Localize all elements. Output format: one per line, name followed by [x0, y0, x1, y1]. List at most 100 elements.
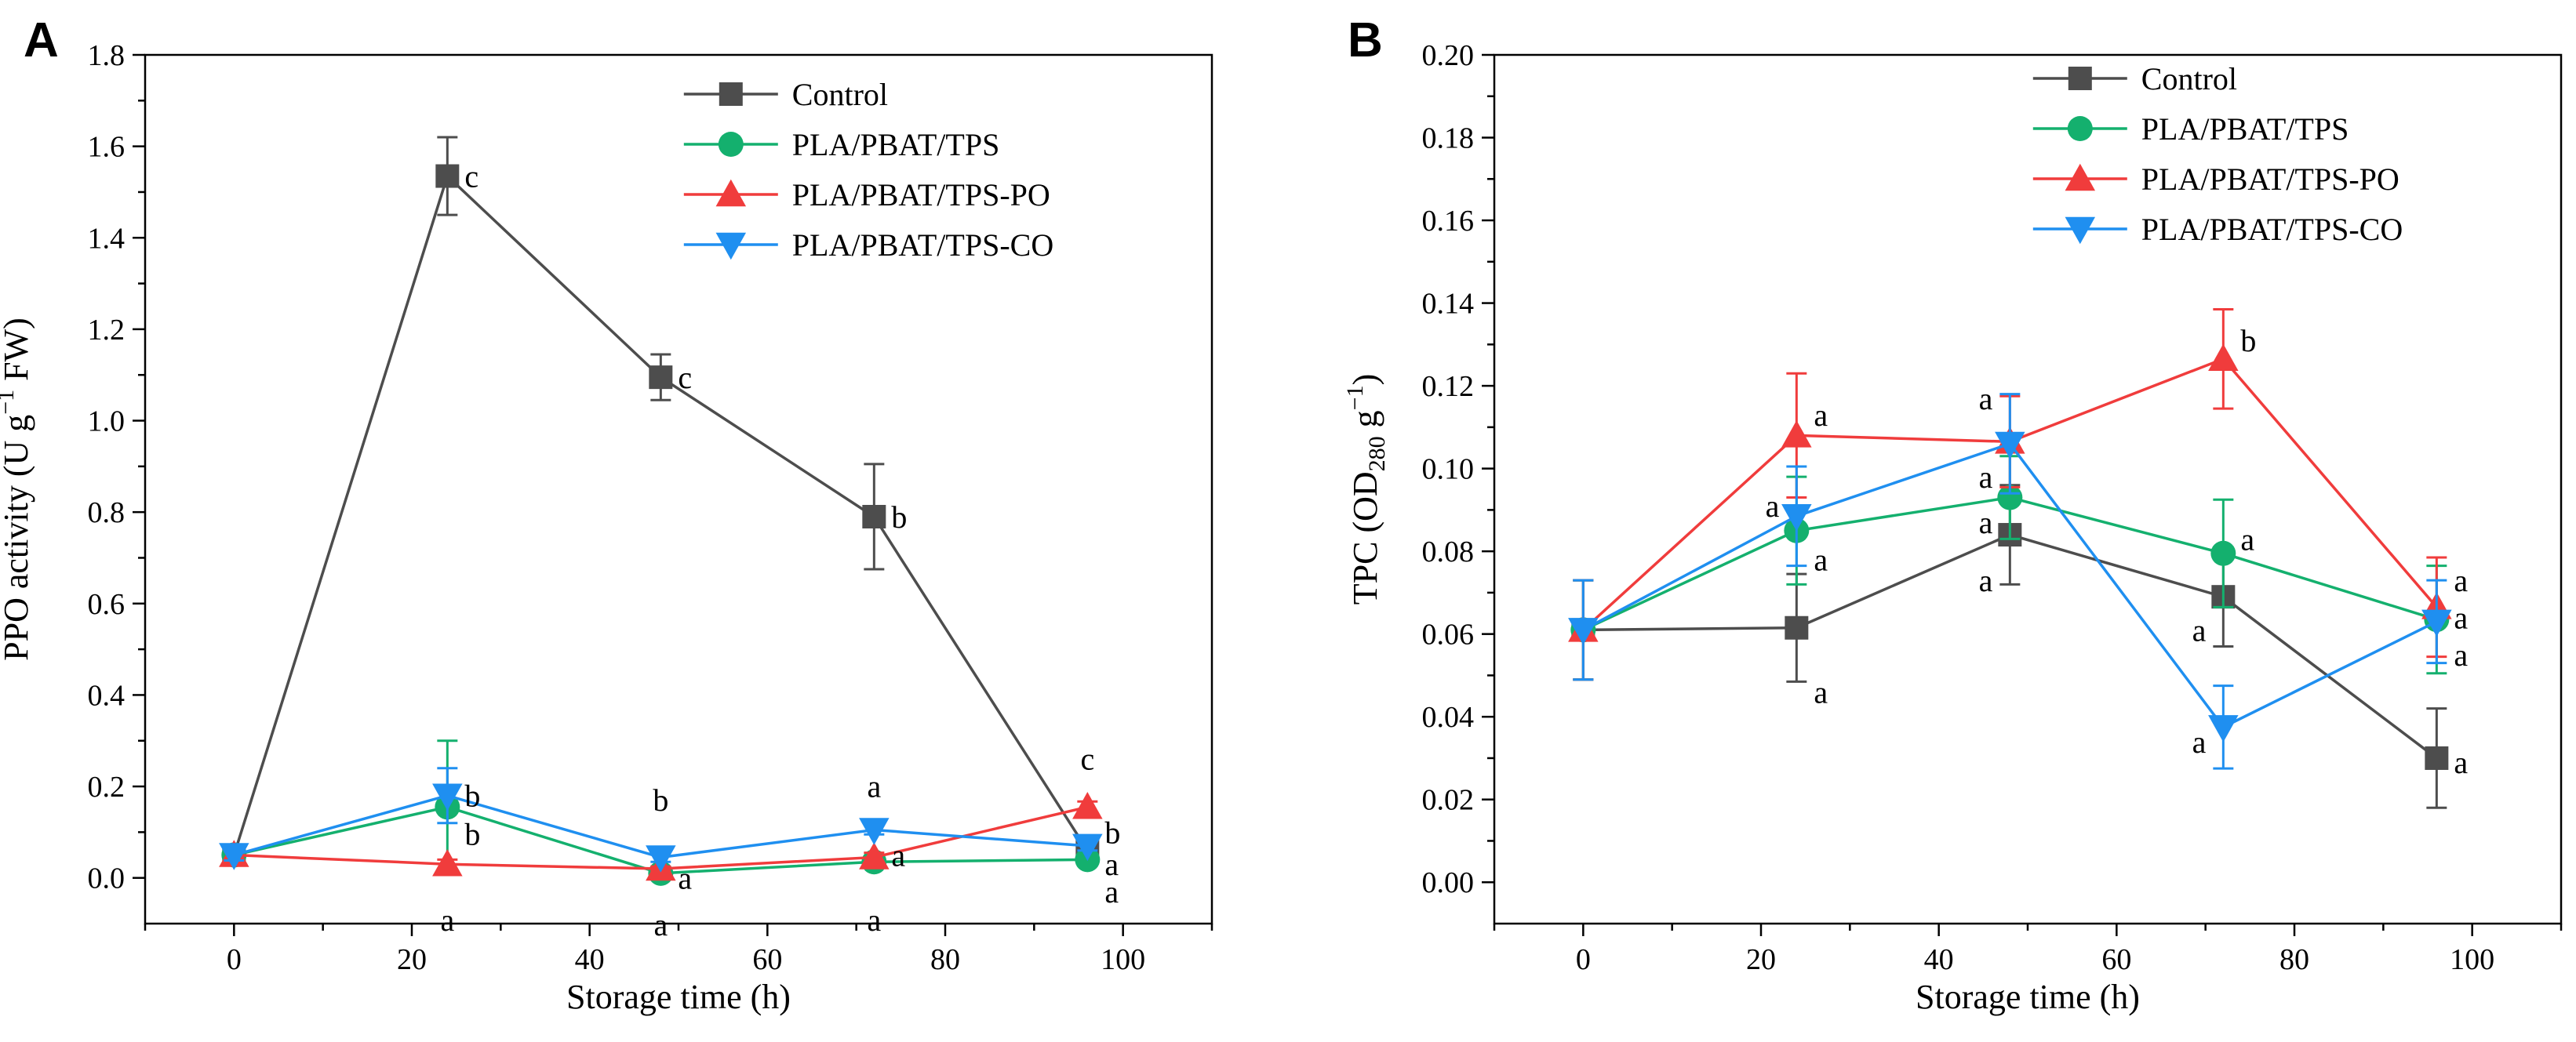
annotation-a-12: c [1080, 741, 1094, 776]
annotation-b-5: a [1979, 459, 1993, 495]
legend-entry-b-1: PLA/PBAT/TPS [2032, 111, 2349, 147]
x-tick-label-b-20: 20 [1746, 943, 1776, 976]
legend-entry-b-2: PLA/PBAT/TPS-PO [2032, 162, 2400, 197]
y-tick-label-b-1: 0.02 [1422, 784, 1475, 817]
annotation-b-4: a [1979, 381, 1993, 416]
annotation-b-11: a [2192, 724, 2207, 760]
x-ticks-a: 0 20 40 60 80 100 [144, 924, 1213, 976]
annotation-b-12: a [2454, 563, 2468, 598]
panel-letter-b: B [1348, 13, 1383, 67]
legend-label-a-0: Control [792, 77, 888, 112]
annotation-a-7: a [678, 861, 692, 896]
y-tick-label-b-9: 0.18 [1422, 122, 1475, 155]
y-tick-label-b-5: 0.10 [1422, 453, 1475, 486]
x-axis-label-a: Storage time (h) [566, 978, 791, 1016]
x-tick-label-a-80: 80 [930, 943, 960, 976]
annotation-a-2: b [891, 499, 907, 535]
y-tick-label-a-1: 0.2 [88, 771, 126, 804]
y-tick-label-a-9: 1.8 [88, 39, 126, 72]
y-tick-label-b-0: 0.00 [1422, 866, 1475, 899]
annotation-b-1: a [1766, 488, 1780, 524]
y-tick-label-b-6: 0.12 [1422, 370, 1475, 403]
y-tick-label-b-2: 0.04 [1422, 701, 1475, 734]
x-tick-label-b-60: 60 [2101, 943, 2131, 976]
annotation-a-6: b [653, 782, 668, 818]
y-tick-label-a-5: 1.0 [88, 405, 126, 438]
data-point-b-3-0 [1568, 618, 1599, 645]
plot-frame-b [1493, 53, 2563, 925]
y-tick-label-b-7: 0.14 [1422, 288, 1475, 321]
annotation-a-15: a [1104, 874, 1119, 909]
annotation-b-15: a [2454, 745, 2468, 780]
legend-a: Control PLA/PBAT/TPS PLA/PBAT/TPS-PO PLA/PB… [683, 77, 1053, 263]
legend-label-b-3: PLA/PBAT/TPS-CO [2141, 212, 2403, 247]
legend-label-b-0: Control [2141, 61, 2237, 96]
y-tick-label-a-6: 1.2 [88, 314, 126, 347]
annotation-b-14: a [2454, 637, 2468, 673]
legend-marker-b-0 [2068, 67, 2092, 90]
annotation-a-9: a [867, 768, 881, 804]
legend-marker-b-1 [2067, 116, 2093, 141]
data-point-a-3-1 [432, 783, 463, 811]
annotation-b-8: b [2240, 323, 2256, 358]
legend-label-b-2: PLA/PBAT/TPS-PO [2141, 162, 2400, 197]
x-axis-label-b: Storage time (h) [1916, 978, 2140, 1016]
data-point-b-3-3 [2208, 715, 2239, 742]
data-point-a-3-4 [1072, 833, 1103, 862]
legend-marker-a-2 [715, 179, 747, 207]
data-point-b-3-4 [2421, 609, 2452, 637]
y-tick-label-a-2: 0.4 [88, 679, 126, 712]
y-axis-label-a: PPO activity (U g−1 FW) [0, 318, 35, 661]
legend-label-a-3: PLA/PBAT/TPS-CO [792, 227, 1053, 263]
legend-entry-a-1: PLA/PBAT/TPS [683, 127, 1000, 162]
series-a-3 [219, 767, 1103, 873]
data-point-a-3-0 [219, 843, 249, 870]
y-tick-label-a-8: 1.6 [88, 131, 126, 164]
series-b-3 [1568, 393, 2452, 770]
legend-marker-a-3 [715, 232, 747, 260]
annotation-a-3: b [464, 779, 480, 814]
annotation-b-3: a [1814, 675, 1828, 710]
annotation-a-14: a [1104, 847, 1119, 882]
data-point-a-0-3 [862, 504, 886, 528]
data-point-b-0-4 [2425, 746, 2449, 770]
chart-panel-a: A 0 20 40 60 80 100 0.0 0.2 0.4 0.6 0.8 1.0 1.2 1.4 1.6… [0, 13, 1213, 1016]
annotation-b-7: a [1979, 563, 1993, 598]
y-tick-label-a-0: 0.0 [88, 862, 126, 895]
annotation-b-2: a [1814, 543, 1828, 578]
legend-label-a-2: PLA/PBAT/TPS-PO [792, 177, 1050, 212]
data-point-a-2-1 [432, 848, 463, 877]
data-point-a-2-4 [1072, 792, 1103, 819]
annotation-a-13: b [1104, 815, 1120, 850]
data-point-b-3-2 [1995, 431, 2025, 459]
data-point-b-1-2 [1997, 485, 2023, 510]
annotation-a-11: a [867, 902, 881, 938]
y-tick-label-b-4: 0.08 [1422, 536, 1475, 568]
y-axis-label-b: TPC (OD280 g−1) [1342, 374, 1390, 605]
y-tick-label-a-3: 0.6 [88, 588, 126, 621]
annotation-a-4: b [464, 817, 480, 852]
data-point-b-3-1 [1781, 504, 1812, 532]
y-tick-label-a-4: 0.8 [88, 496, 126, 529]
y-tick-label-b-10: 0.20 [1422, 39, 1475, 72]
series-line-a-0 [232, 173, 1089, 856]
x-tick-label-b-0: 0 [1576, 943, 1591, 976]
annotation-b-9: a [2240, 521, 2254, 557]
annotation-b-0: a [1814, 398, 1828, 433]
legend-label-a-1: PLA/PBAT/TPS [792, 127, 1000, 162]
legend-entry-a-0: Control [683, 77, 888, 112]
legend-entry-a-3: PLA/PBAT/TPS-CO [683, 227, 1053, 263]
data-point-a-0-2 [649, 365, 673, 390]
legend-b: Control PLA/PBAT/TPS PLA/PBAT/TPS-PO PLA/PB… [2032, 61, 2403, 247]
annotation-b-6: a [1979, 505, 1993, 540]
x-tick-label-b-40: 40 [1924, 943, 1954, 976]
x-ticks-b: 0 20 40 60 80 100 [1493, 924, 2563, 976]
y-ticks-b: 0.00 0.02 0.04 0.06 0.08 0.10 0.12 0.14 0.16 0.18… [1422, 39, 1494, 899]
legend-entry-a-2: PLA/PBAT/TPS-PO [683, 177, 1050, 212]
legend-marker-a-0 [719, 82, 743, 106]
chart-panel-b: B 0 20 40 60 80 100 0.00 0.02 0.04 0.06 0.08 0.10 0.1… [1342, 13, 2563, 1016]
